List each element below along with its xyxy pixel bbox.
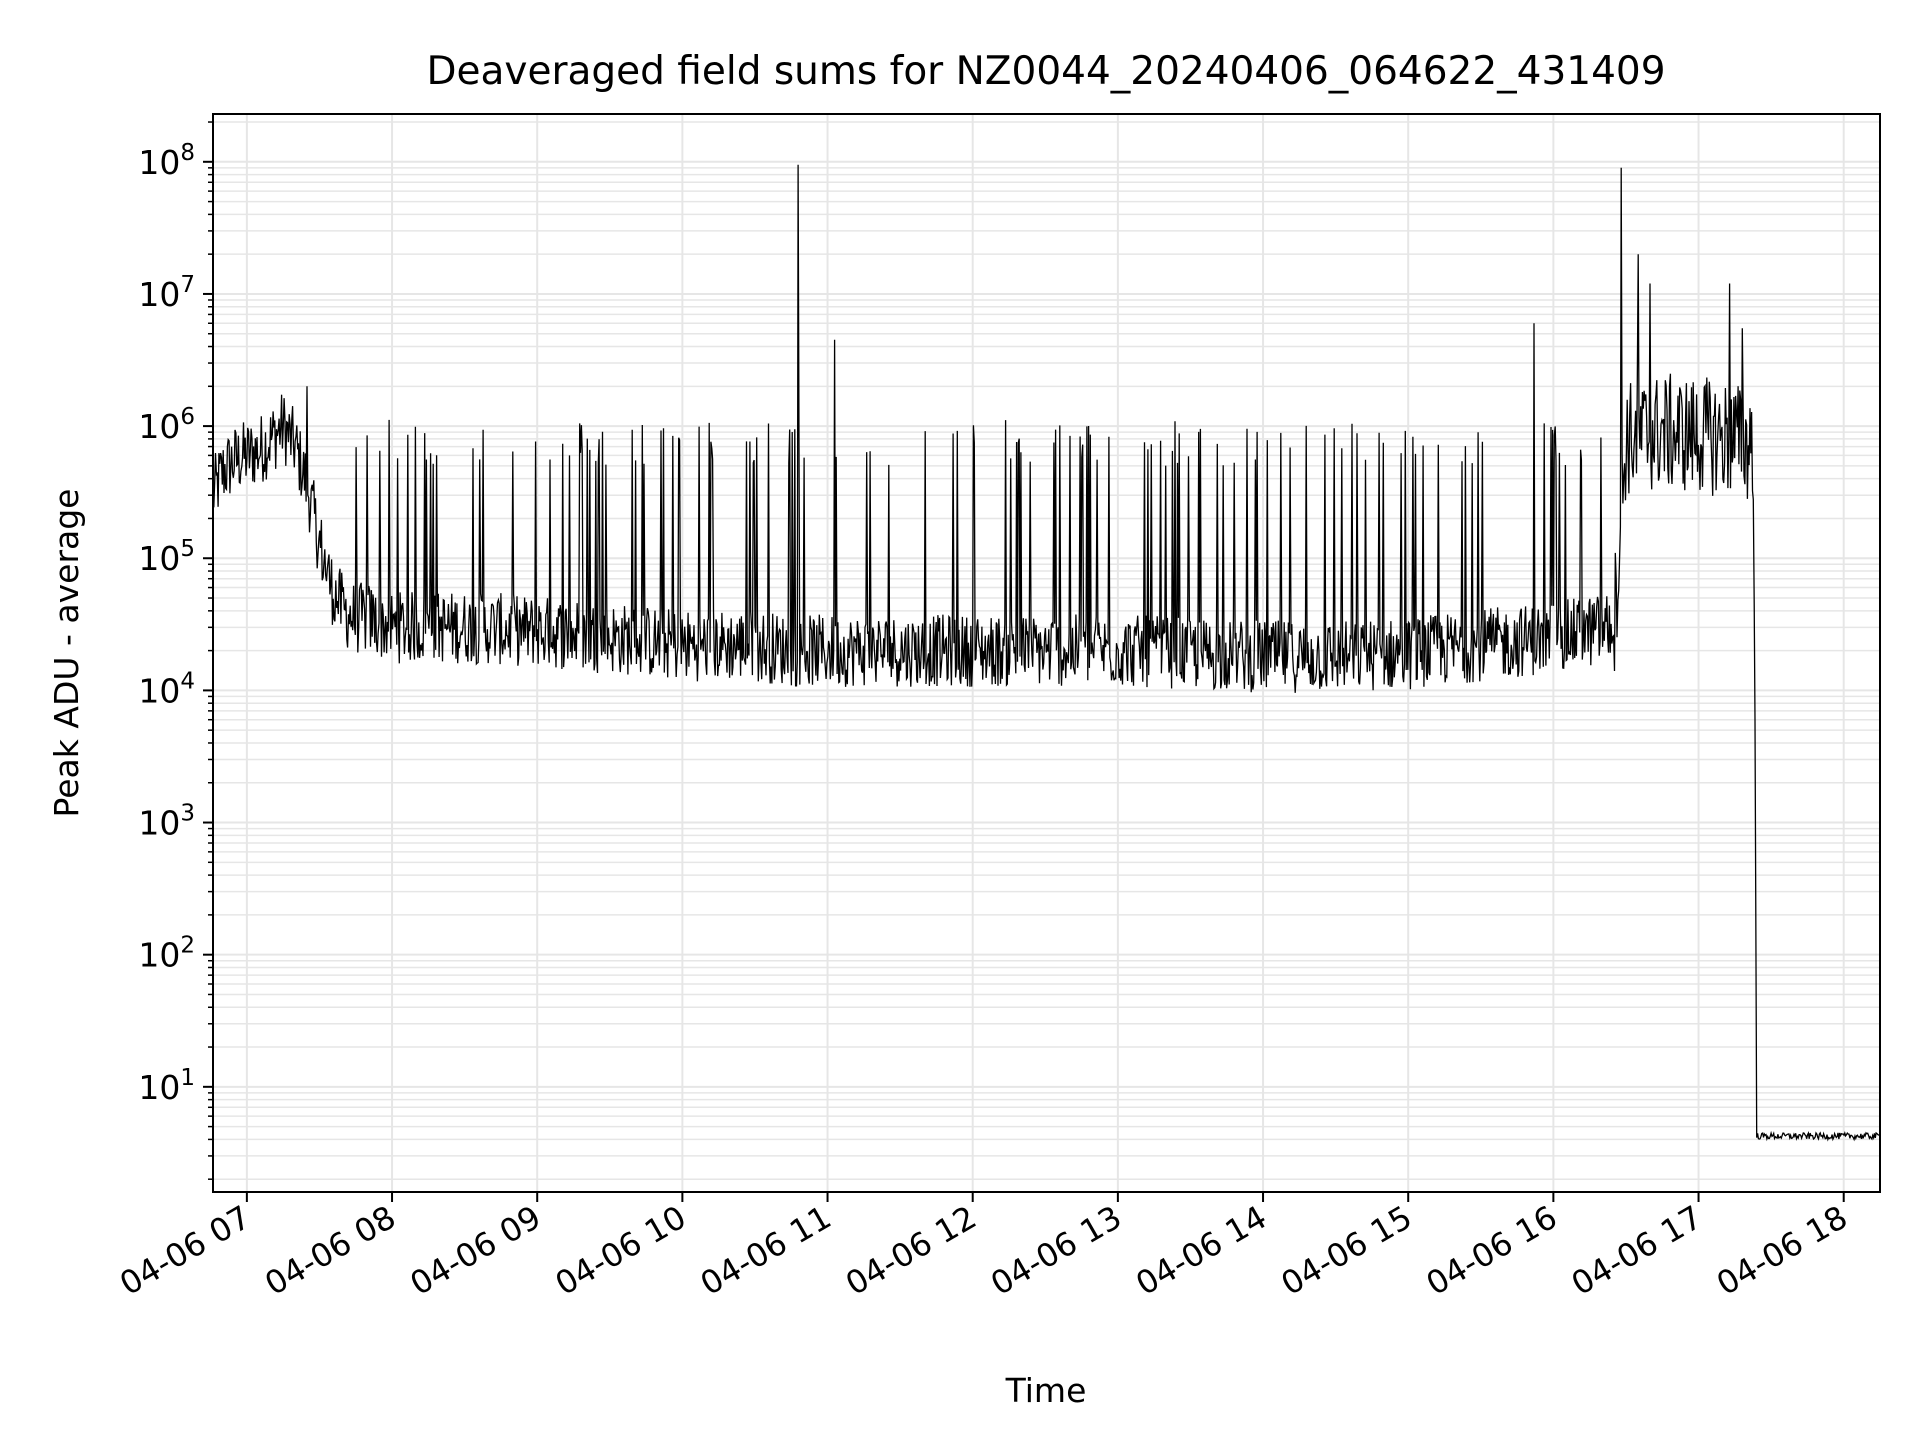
y-tick-base: 10 <box>138 671 180 710</box>
y-tick-exponent: 2 <box>180 933 195 959</box>
y-axis-label: Peak ADU - average <box>47 489 86 818</box>
y-tick-base: 10 <box>138 407 180 446</box>
y-tick-exponent: 6 <box>180 404 195 430</box>
series-line <box>212 164 1880 1142</box>
y-tick-label: 105 <box>138 536 195 578</box>
y-tick-exponent: 1 <box>180 1065 195 1091</box>
chart-title: Deaveraged field sums for NZ0044_2024040… <box>426 49 1665 94</box>
y-tick-base: 10 <box>138 936 180 975</box>
y-tick-base: 10 <box>138 1068 180 1107</box>
y-tick-base: 10 <box>138 804 180 843</box>
y-tick-base: 10 <box>138 539 180 578</box>
y-tick-exponent: 4 <box>180 668 195 694</box>
y-tick-label: 101 <box>138 1065 195 1107</box>
x-axis-label: Time <box>1005 1371 1087 1410</box>
y-tick-base: 10 <box>138 143 180 182</box>
y-tick-exponent: 3 <box>180 801 195 827</box>
y-tick-exponent: 8 <box>180 140 195 166</box>
y-tick-label: 108 <box>138 140 195 182</box>
y-tick-exponent: 7 <box>180 272 195 298</box>
y-tick-label: 107 <box>138 272 195 314</box>
plot-frame <box>212 113 1881 1193</box>
y-tick-label: 106 <box>138 404 195 446</box>
data-series <box>212 164 1880 1142</box>
y-tick-label: 103 <box>138 801 195 843</box>
y-tick-label: 102 <box>138 933 195 975</box>
y-tick-base: 10 <box>138 275 180 314</box>
y-tick-exponent: 5 <box>180 536 195 562</box>
y-tick-label: 104 <box>138 668 195 710</box>
